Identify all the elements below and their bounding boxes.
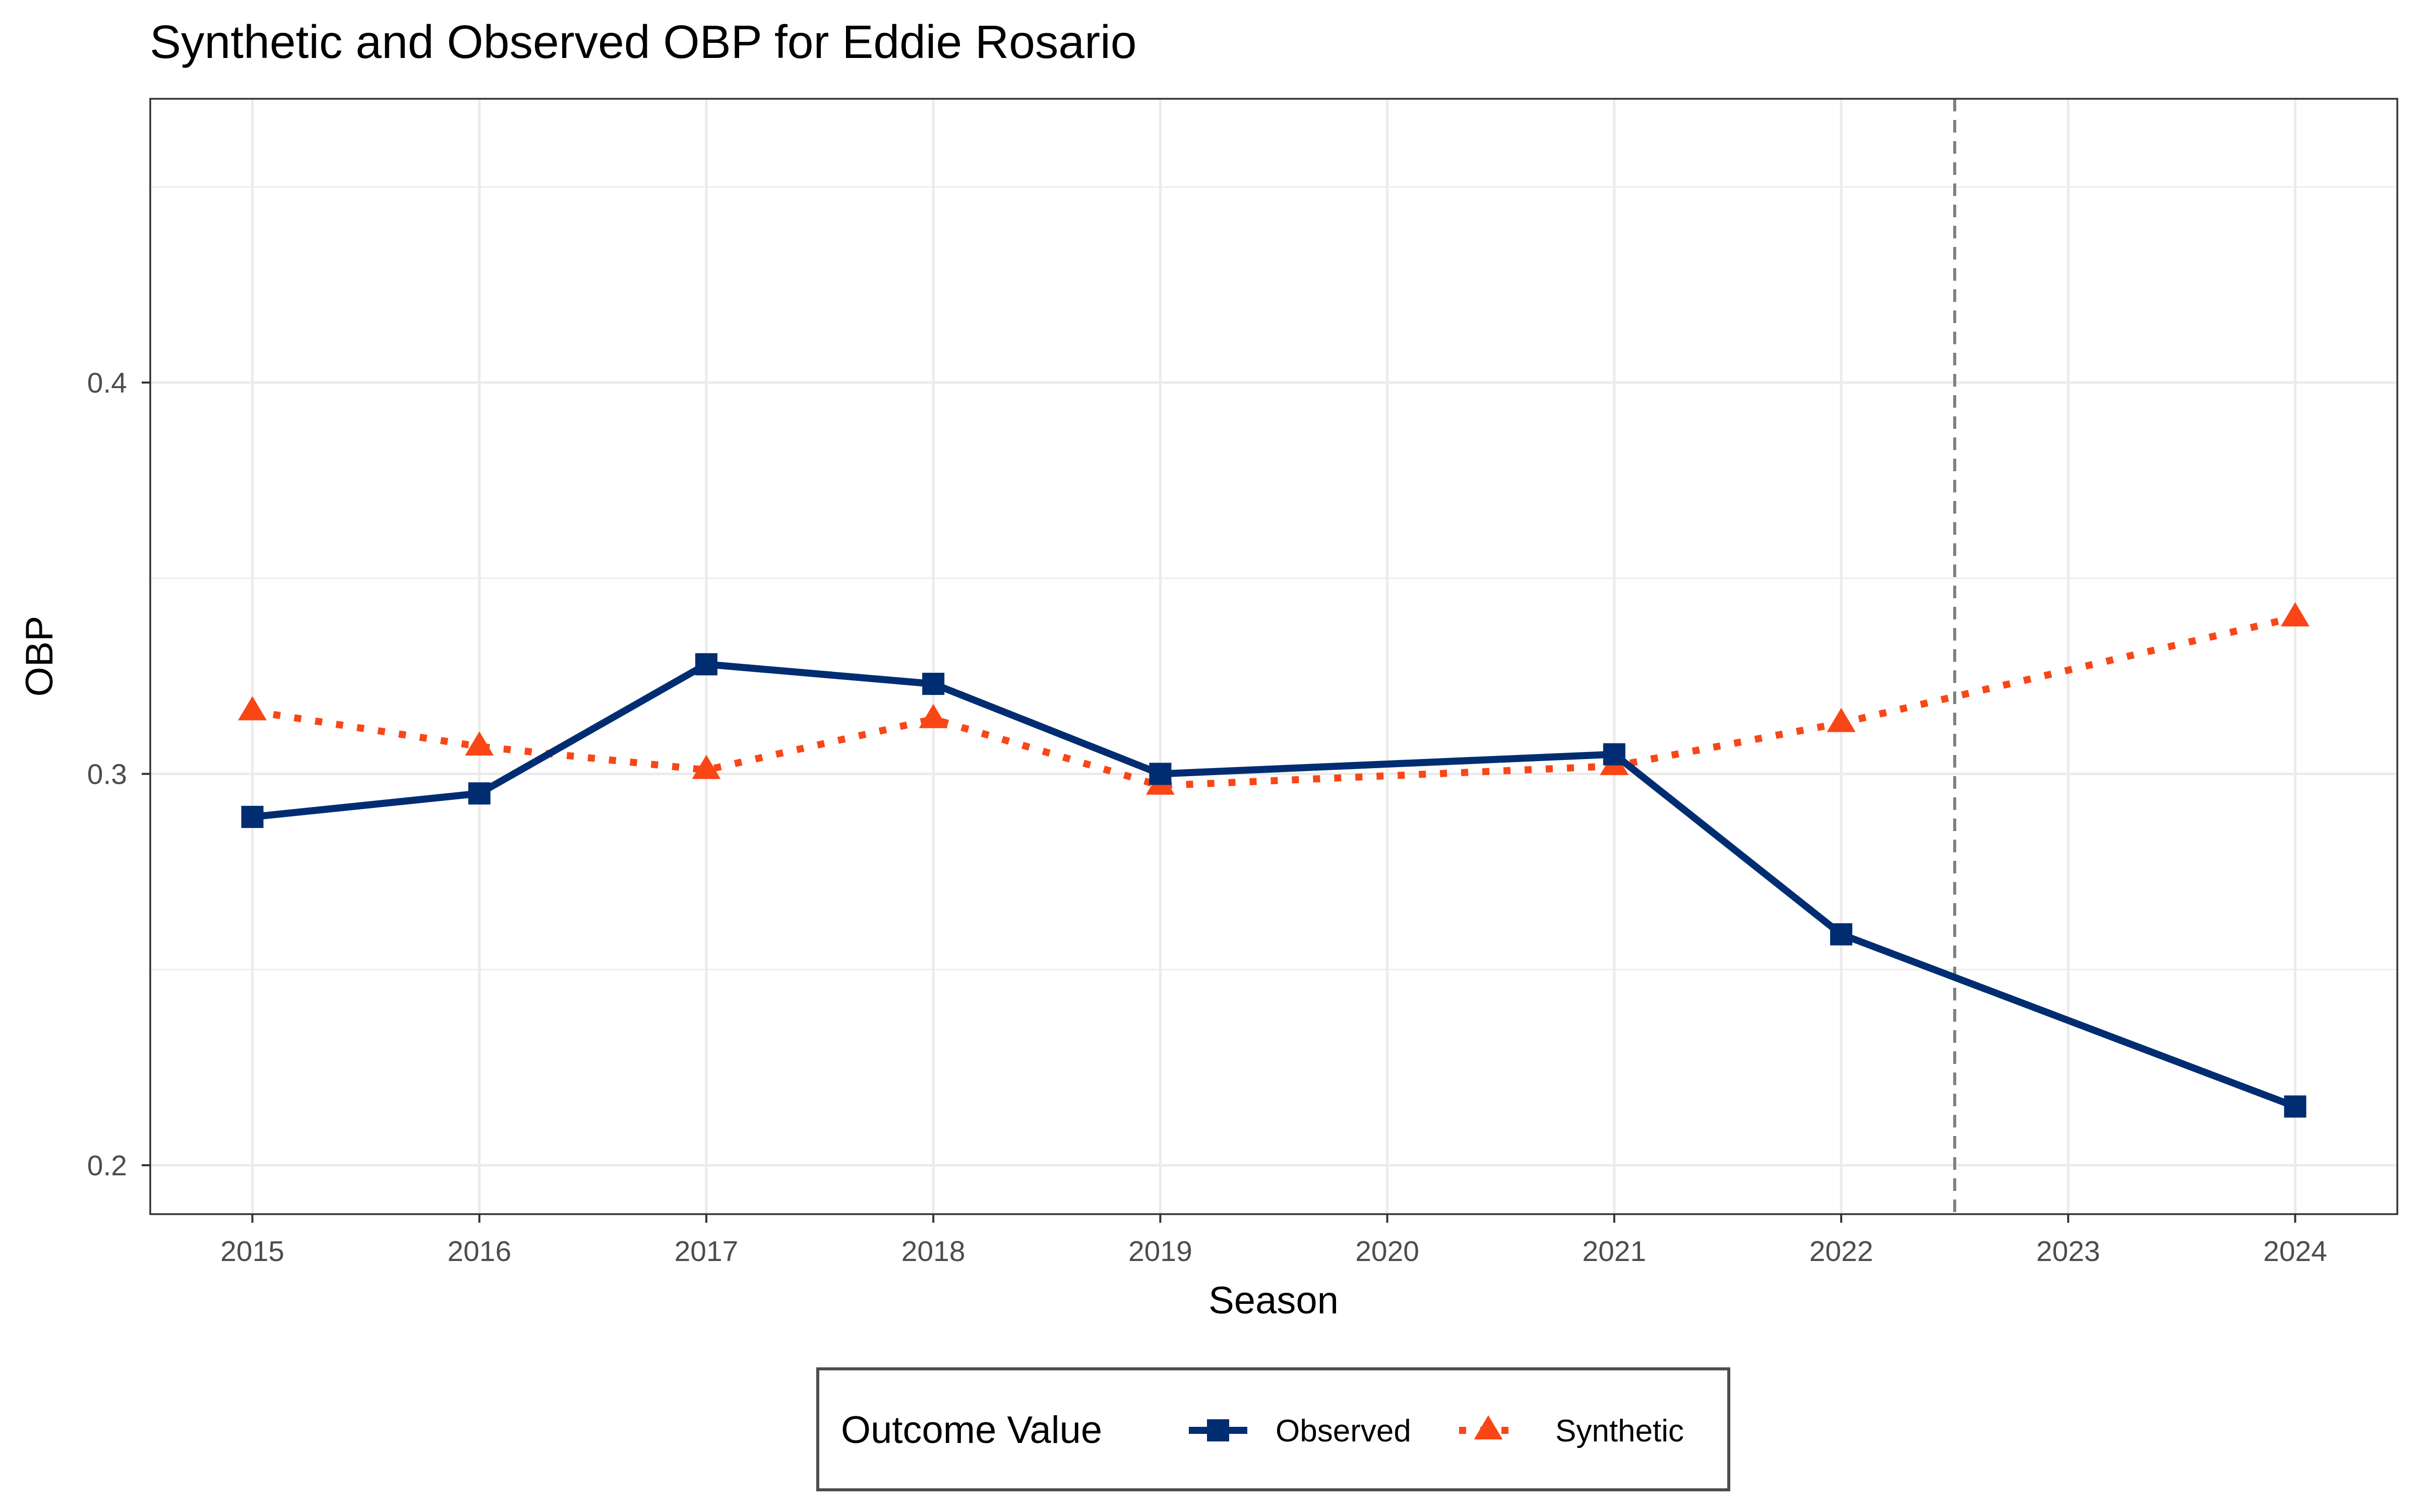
x-axis: 2015 2016 2017 2018 2019 2020 2021 2022 2023 2024 bbox=[220, 1214, 2327, 1268]
x-tick-label: 2024 bbox=[2263, 1235, 2327, 1268]
series-synthetic bbox=[238, 602, 2310, 795]
y-tick-label: 0.3 bbox=[87, 758, 127, 790]
data-point-observed bbox=[2284, 1095, 2307, 1118]
data-point-synthetic bbox=[465, 731, 494, 756]
y-tick-label: 0.2 bbox=[87, 1150, 127, 1182]
series-line-observed bbox=[252, 661, 2296, 1110]
series-line-synthetic bbox=[252, 614, 2296, 789]
data-point-observed bbox=[1603, 743, 1625, 766]
gridlines bbox=[150, 99, 2397, 1214]
data-point-observed bbox=[1149, 763, 1172, 785]
x-tick-label: 2016 bbox=[447, 1235, 511, 1268]
series-layer bbox=[238, 602, 2310, 1118]
y-tick-label: 0.4 bbox=[87, 367, 127, 399]
x-axis-title: Season bbox=[1208, 1279, 1339, 1322]
legend: Outcome Value Observed Synthetic bbox=[816, 1367, 1730, 1491]
legend-key-marker bbox=[1207, 1419, 1229, 1441]
series-observed bbox=[241, 653, 2307, 1118]
x-tick-label: 2019 bbox=[1128, 1235, 1192, 1268]
data-point-synthetic bbox=[1827, 708, 1856, 732]
x-tick-label: 2015 bbox=[220, 1235, 284, 1268]
legend-item-observed: Observed bbox=[1189, 1414, 1411, 1448]
data-point-observed bbox=[468, 782, 491, 805]
x-tick-label: 2021 bbox=[1582, 1235, 1646, 1268]
legend-key-marker bbox=[1474, 1415, 1503, 1439]
legend-label-synthetic: Synthetic bbox=[1555, 1414, 1684, 1448]
data-point-synthetic bbox=[238, 696, 267, 721]
data-point-synthetic bbox=[919, 704, 948, 728]
legend-item-synthetic: Synthetic bbox=[1459, 1414, 1684, 1448]
x-tick-label: 2020 bbox=[1355, 1235, 1419, 1268]
y-axis-title: OBP bbox=[18, 616, 61, 697]
data-point-synthetic bbox=[692, 754, 721, 779]
x-tick-label: 2018 bbox=[901, 1235, 965, 1268]
chart-title: Synthetic and Observed OBP for Eddie Ros… bbox=[150, 16, 1137, 68]
data-point-observed bbox=[695, 653, 717, 676]
y-axis: 0.2 0.3 0.4 bbox=[87, 367, 150, 1182]
plot-area bbox=[149, 98, 2398, 1215]
data-point-observed bbox=[1830, 923, 1853, 946]
data-point-synthetic bbox=[2280, 602, 2310, 626]
legend-label-observed: Observed bbox=[1276, 1414, 1411, 1448]
x-tick-label: 2017 bbox=[675, 1235, 739, 1268]
panel-border bbox=[149, 98, 2398, 1215]
legend-title: Outcome Value bbox=[841, 1409, 1102, 1452]
x-tick-label: 2022 bbox=[1809, 1235, 1873, 1268]
x-tick-label: 2023 bbox=[2036, 1235, 2100, 1268]
legend-items: Observed Synthetic bbox=[1189, 1414, 1684, 1448]
data-point-observed bbox=[922, 672, 945, 695]
data-point-observed bbox=[241, 805, 264, 828]
legend-box bbox=[816, 1367, 1730, 1491]
